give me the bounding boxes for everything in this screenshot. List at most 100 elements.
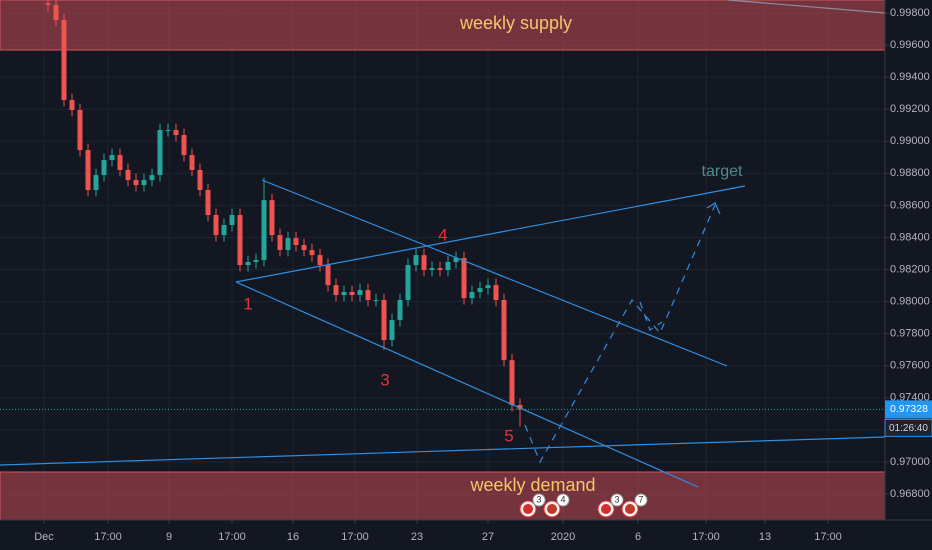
candle-body — [517, 405, 523, 410]
candle-body — [157, 130, 163, 176]
x-tick-label: 17:00 — [218, 531, 246, 543]
x-tick-label: 27 — [482, 531, 494, 543]
trend-lines — [0, 0, 886, 488]
event-count: 7 — [638, 494, 643, 504]
demand-zone — [0, 471, 886, 521]
candle-body — [69, 100, 75, 110]
event-count: 3 — [614, 494, 619, 504]
rising-line — [235, 185, 746, 283]
x-tick-label: 2020 — [551, 531, 575, 543]
candle-body — [221, 224, 227, 236]
x-tick-label: 23 — [411, 531, 423, 543]
candle-body — [477, 288, 483, 292]
y-tick-label: 0.99200 — [890, 103, 930, 115]
channel-lower — [235, 281, 699, 488]
y-tick-label: 0.98800 — [890, 167, 930, 179]
candle-body — [421, 255, 427, 271]
candle-body — [45, 3, 51, 5]
axes: 0.99800 0.99600 0.99400 0.99200 0.99000 0.988… — [34, 7, 932, 543]
candle-body — [509, 360, 515, 406]
event-count-bubble — [634, 493, 648, 507]
candle-body — [301, 245, 307, 250]
x-tick-label: 6 — [635, 531, 641, 543]
last-price-box — [885, 400, 932, 419]
candle-body — [469, 291, 475, 299]
candle-body — [389, 320, 395, 341]
event-flag-inner — [523, 504, 533, 514]
candle-body — [309, 249, 315, 256]
event-flag-inner — [547, 504, 557, 514]
candle-body — [213, 215, 219, 236]
candle-body — [101, 160, 107, 176]
candle-body — [77, 109, 83, 151]
candle-body — [85, 150, 91, 191]
candle-body — [149, 175, 155, 181]
candle-body — [173, 130, 179, 136]
y-tick-label: 0.98400 — [890, 231, 930, 243]
candle-body — [277, 235, 283, 250]
candle-body — [365, 290, 371, 301]
candle-body — [485, 285, 491, 289]
event-count-bubble — [610, 493, 624, 507]
candle-body — [285, 238, 291, 250]
demand-label: weekly demand — [469, 475, 595, 495]
candle-body — [117, 155, 123, 170]
candle-body — [445, 262, 451, 271]
candle-body — [333, 285, 339, 296]
countdown-label: 01:26:40 — [889, 423, 928, 434]
price-axis — [885, 0, 932, 550]
y-tick-label: 0.99800 — [890, 7, 930, 19]
x-tick-label: Dec — [34, 531, 54, 543]
y-tick-label: 0.97800 — [890, 328, 930, 340]
candle-body — [397, 300, 403, 321]
candle-body — [109, 155, 115, 161]
candle-body — [189, 155, 195, 170]
candle-body — [197, 169, 203, 191]
candle-body — [381, 300, 387, 341]
y-tick-label: 0.98000 — [890, 296, 930, 308]
candle-body — [429, 268, 435, 271]
candle-body — [125, 169, 131, 181]
event-count-bubble — [532, 493, 546, 507]
events: 3 4 3 7 — [519, 493, 648, 518]
candle-body — [53, 4, 59, 21]
top-line — [727, 0, 886, 14]
candle-body — [93, 175, 99, 191]
event-count: 4 — [560, 494, 565, 504]
candle-body — [413, 255, 419, 266]
event-count-bubble — [556, 493, 570, 507]
candle-body — [181, 135, 187, 156]
x-tick-label: 9 — [166, 531, 172, 543]
base-line — [0, 436, 886, 466]
candle-body — [405, 265, 411, 301]
target-label: target — [702, 163, 743, 180]
candle-body — [229, 215, 235, 225]
candle-body — [357, 290, 363, 296]
candle-body — [205, 190, 211, 216]
candle-body — [165, 130, 171, 132]
candle-body — [493, 285, 499, 301]
candle-body — [437, 268, 443, 271]
x-tick-label: 17:00 — [94, 531, 122, 543]
candle-body — [269, 200, 275, 236]
candle-body — [133, 180, 139, 186]
candle-body — [141, 180, 147, 186]
candle-body — [461, 257, 467, 299]
candle-body — [237, 215, 243, 266]
wave-label: 1 — [243, 294, 252, 313]
x-tick-label: 16 — [287, 531, 299, 543]
candle-body — [501, 300, 507, 361]
y-tick-label: 0.99000 — [890, 135, 930, 147]
candle-body — [293, 238, 299, 246]
y-tick-label: 0.98600 — [890, 199, 930, 211]
projection-arrow — [706, 202, 721, 215]
x-tick-label: 13 — [759, 531, 771, 543]
candle-body — [373, 300, 379, 302]
event-count: 3 — [536, 494, 541, 504]
y-tick-label: 0.97600 — [890, 360, 930, 372]
y-tick-label: 0.97000 — [890, 456, 930, 468]
wave-label: 3 — [380, 370, 389, 389]
y-tick-label: 0.99400 — [890, 71, 930, 83]
candle-body — [325, 265, 331, 286]
